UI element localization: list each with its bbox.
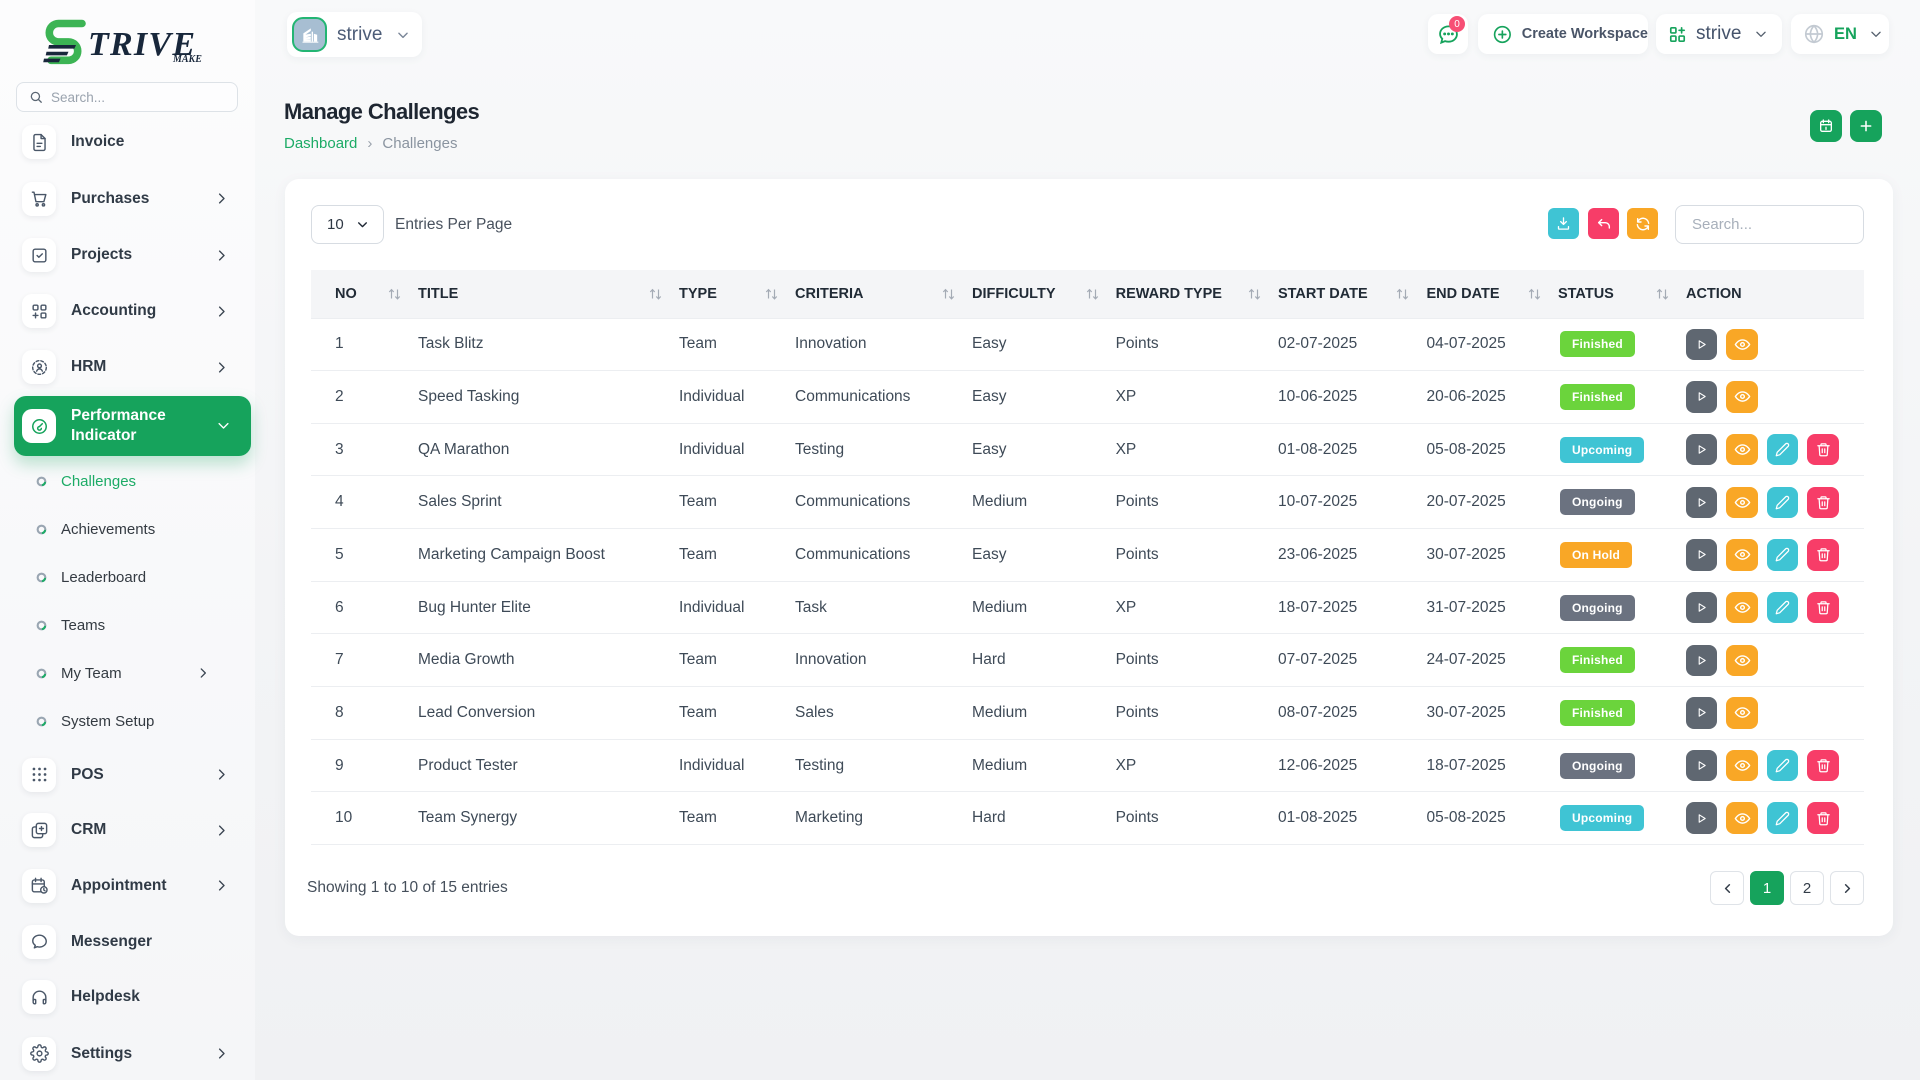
svg-text:TRIVE: TRIVE — [88, 26, 195, 63]
svg-text:MAKE: MAKE — [172, 54, 202, 65]
